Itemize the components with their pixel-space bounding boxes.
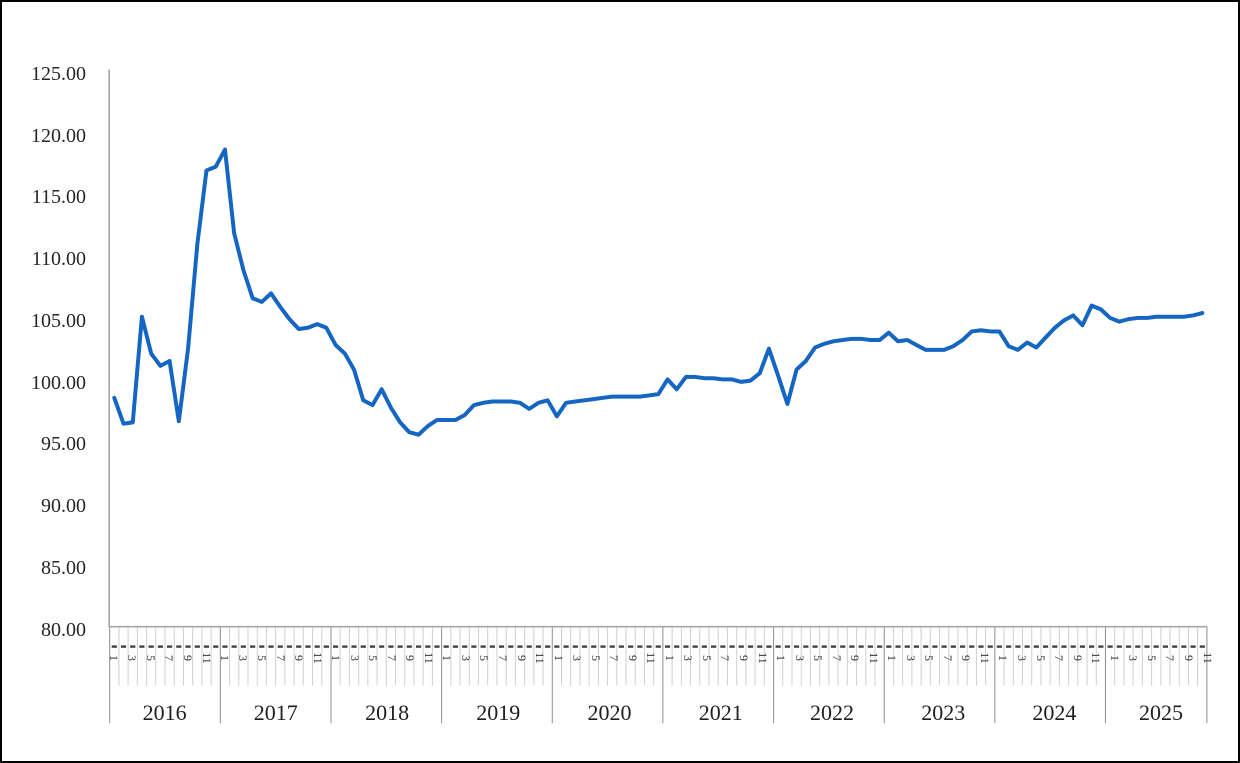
month-tick-label: 1 [551,655,566,661]
year-label: 2024 [1032,700,1077,725]
month-tick-label: 3 [458,655,473,661]
month-tick-label: 11 [644,652,659,664]
month-tick-label: 3 [903,655,918,661]
month-tick-label: 7 [1163,655,1178,661]
month-tick-label: 11 [199,652,214,664]
y-tick-label: 105.00 [31,309,86,332]
month-tick-label: 11 [421,652,436,664]
month-tick-label: 7 [273,655,288,661]
month-tick-label: 1 [106,655,121,661]
month-tick-label: 11 [533,652,547,664]
month-tick-label: 3 [1015,655,1029,661]
year-label: 2021 [698,700,743,725]
y-tick-label: 90.00 [41,495,86,518]
month-tick-label: 9 [959,655,974,661]
month-tick-label: 3 [570,655,585,661]
month-tick-label: 9 [736,655,751,661]
month-tick-label: 9 [514,655,529,661]
month-tick-label: 1 [885,655,900,661]
y-tick-label: 110.00 [31,248,86,271]
month-tick-label: 5 [143,655,158,661]
y-tick-label: 120.00 [31,124,86,147]
year-label: 2016 [142,700,187,725]
month-tick-label: 11 [866,652,881,664]
month-tick-label: 11 [1200,652,1215,664]
month-tick-label: 5 [922,655,937,661]
month-tick-label: 7 [162,655,177,661]
month-tick-label: 7 [607,655,622,661]
month-tick-label: 9 [403,655,418,661]
y-tick-label: 125.00 [31,62,86,85]
y-tick-label: 80.00 [41,618,86,641]
month-tick-label: 3 [1126,655,1141,661]
month-tick-label: 7 [384,655,399,661]
year-label: 2017 [253,700,298,725]
month-tick-label: 1 [329,655,344,661]
month-tick-label: 5 [366,655,381,661]
month-tick-label: 11 [1089,652,1104,664]
month-tick-label: 3 [681,655,696,661]
month-tick-label: 11 [310,652,325,664]
month-tick-label: 5 [1033,655,1048,661]
month-tick-label: 5 [811,655,826,661]
year-label: 2020 [587,700,632,725]
year-label: 2023 [921,700,966,725]
month-tick-label: 3 [792,655,807,661]
month-tick-label: 11 [977,652,992,664]
month-tick-label: 5 [588,655,603,661]
month-tick-label: 1 [1107,655,1122,661]
index-line-series [112,147,1205,437]
y-tick-label: 115.00 [31,186,86,209]
month-tick-label: 1 [662,655,677,661]
month-tick-label: 11 [755,652,770,664]
y-tick-label: 95.00 [41,433,86,456]
month-tick-label: 9 [292,655,306,661]
year-label: 2022 [809,700,854,725]
month-tick-label: 1 [774,655,788,661]
month-tick-label: 7 [829,655,844,661]
month-tick-label: 1 [440,655,455,661]
month-tick-label: 9 [848,655,863,661]
month-tick-label: 3 [125,655,140,661]
month-tick-label: 9 [1070,655,1085,661]
month-tick-label: 7 [1052,655,1067,661]
month-tick-label: 5 [254,655,269,661]
y-tick-label: 85.00 [41,557,86,579]
month-tick-label: 5 [477,655,492,661]
month-tick-label: 7 [718,655,733,661]
year-label: 2025 [1139,700,1183,725]
month-tick-label: 3 [236,655,251,661]
month-tick-label: 9 [625,655,640,661]
year-label: 2018 [365,700,410,725]
y-tick-label: 100.00 [31,371,86,394]
month-tick-label: 1 [217,655,232,661]
month-tick-label: 9 [180,655,195,661]
year-label: 2019 [476,700,521,725]
month-tick-label: 7 [940,655,955,661]
month-tick-label: 3 [347,655,362,661]
month-tick-label: 5 [699,655,714,661]
month-tick-label: 7 [495,655,510,661]
month-tick-label: 5 [1144,655,1159,661]
month-tick-label: 9 [1181,655,1196,661]
month-tick-label: 1 [996,655,1011,661]
